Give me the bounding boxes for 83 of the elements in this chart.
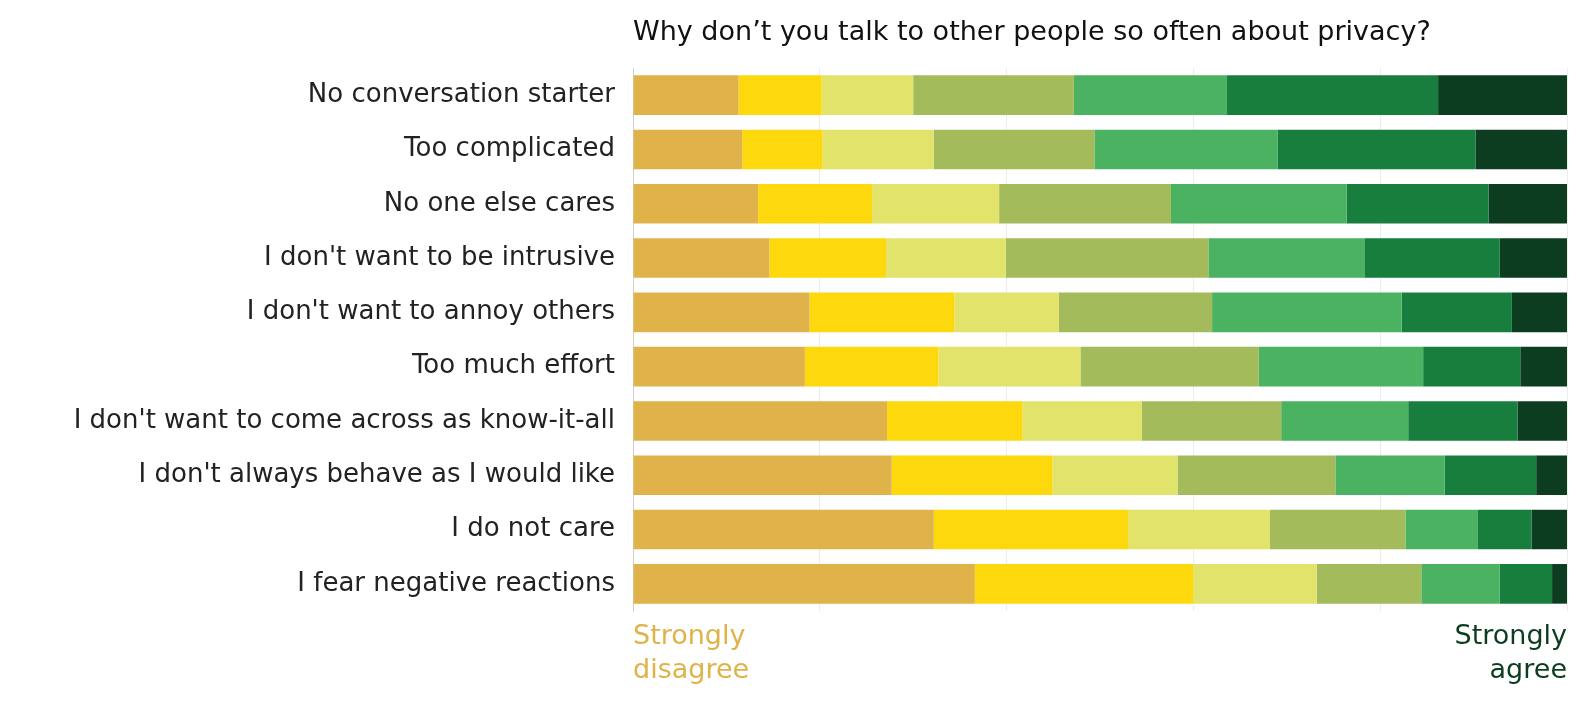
bar	[1212, 292, 1402, 333]
bar	[1536, 455, 1567, 496]
bar	[1177, 455, 1336, 496]
bar	[999, 183, 1171, 224]
bar	[891, 455, 1053, 496]
bar	[633, 346, 805, 387]
y-tick-label: I fear negative reactions	[297, 566, 615, 597]
bar	[633, 75, 739, 115]
bar	[938, 346, 1081, 387]
bar	[1094, 129, 1278, 170]
bar	[1346, 183, 1489, 224]
bar	[633, 564, 975, 604]
bar	[1193, 564, 1317, 604]
text: Strongly agree	[1454, 618, 1568, 684]
y-tick-label: Too complicated	[403, 132, 615, 163]
bar	[1499, 238, 1567, 278]
bar	[1438, 75, 1567, 115]
bar	[1227, 75, 1439, 115]
bar	[1022, 401, 1143, 441]
bar	[1073, 75, 1228, 115]
bar	[913, 75, 1074, 115]
bar	[1421, 564, 1500, 604]
bar	[1052, 455, 1178, 496]
bar	[633, 455, 892, 496]
bar	[1258, 346, 1424, 387]
bar	[1488, 183, 1567, 224]
bar	[1405, 509, 1478, 550]
text: Strongly disagree	[633, 618, 750, 684]
bar	[886, 238, 1006, 278]
bar	[822, 129, 934, 170]
bar	[1552, 564, 1567, 604]
bar	[1335, 455, 1445, 496]
bar	[633, 238, 770, 278]
bar	[974, 564, 1194, 604]
bar	[1520, 346, 1567, 387]
bar	[1499, 564, 1553, 604]
bar	[1080, 346, 1259, 387]
bar	[1511, 292, 1567, 333]
bar	[804, 346, 939, 387]
bar	[1058, 292, 1213, 333]
y-tick-label: I don't always behave as I would like	[138, 458, 615, 488]
bar	[1517, 401, 1567, 441]
y-tick-label: No conversation starter	[307, 77, 616, 108]
bar	[1128, 509, 1270, 550]
bar	[1170, 183, 1347, 224]
bar	[933, 129, 1095, 170]
bar	[633, 129, 743, 170]
bar	[769, 238, 887, 278]
bar	[633, 183, 759, 224]
bar	[1277, 129, 1476, 170]
bar	[1316, 564, 1422, 604]
bar	[1142, 401, 1282, 441]
y-tick-label: I don't want to annoy others	[246, 295, 615, 326]
bar	[1005, 238, 1209, 278]
bar	[1444, 455, 1537, 496]
y-tick-label: I do not care	[451, 512, 615, 543]
bar	[633, 401, 888, 441]
bar	[1401, 292, 1512, 333]
bar	[633, 509, 934, 550]
bar	[1281, 401, 1409, 441]
bar	[933, 509, 1129, 550]
bar	[887, 401, 1023, 441]
y-tick-label: I don't want to be intrusive	[264, 240, 615, 271]
bar	[872, 183, 1000, 224]
bar	[1475, 129, 1567, 170]
bar	[758, 183, 873, 224]
bar	[1477, 509, 1532, 550]
bar	[633, 292, 810, 333]
bar	[1408, 401, 1518, 441]
bar	[742, 129, 823, 170]
bar	[821, 75, 914, 115]
y-tick-label: Too much effort	[410, 349, 615, 380]
bar	[1364, 238, 1500, 278]
bar	[1269, 509, 1406, 550]
y-tick-label: No one else cares	[383, 186, 615, 217]
y-tick-label: I don't want to come across as know-it-all	[73, 403, 615, 434]
bar	[954, 292, 1059, 333]
bar	[1531, 509, 1567, 550]
bar	[1208, 238, 1365, 278]
bar	[1423, 346, 1521, 387]
bar	[809, 292, 955, 333]
chart-title: Why don’t you talk to other people so often about privacy?	[633, 15, 1431, 46]
bar	[738, 75, 822, 115]
